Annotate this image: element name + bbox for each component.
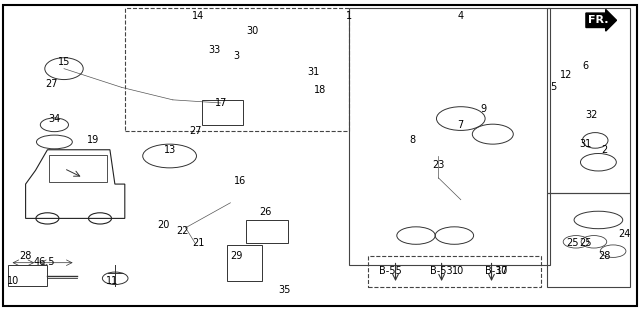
Text: 13: 13 bbox=[163, 145, 176, 155]
Text: 26: 26 bbox=[259, 207, 272, 217]
Text: 18: 18 bbox=[314, 85, 326, 95]
Text: 10: 10 bbox=[451, 266, 464, 276]
Text: 12: 12 bbox=[560, 70, 573, 80]
Text: 8: 8 bbox=[410, 135, 416, 145]
Bar bbox=[202, 100, 243, 125]
Text: 10: 10 bbox=[496, 266, 509, 276]
Text: 30: 30 bbox=[246, 26, 259, 36]
Bar bbox=[227, 245, 262, 281]
Bar bbox=[368, 256, 541, 287]
Bar bbox=[547, 8, 630, 193]
Bar bbox=[547, 193, 630, 287]
Text: 46.5: 46.5 bbox=[34, 257, 56, 267]
Text: 34: 34 bbox=[48, 114, 61, 124]
Text: 1: 1 bbox=[346, 11, 352, 21]
Text: 7: 7 bbox=[458, 120, 464, 130]
Text: B-53: B-53 bbox=[430, 266, 453, 276]
Bar bbox=[349, 8, 550, 265]
Text: 25: 25 bbox=[566, 238, 579, 248]
Text: 5: 5 bbox=[550, 82, 557, 92]
Text: 11: 11 bbox=[106, 276, 118, 286]
Text: 24: 24 bbox=[618, 229, 630, 239]
Text: 29: 29 bbox=[230, 251, 243, 261]
Text: 23: 23 bbox=[432, 160, 445, 170]
Bar bbox=[246, 220, 288, 243]
Bar bbox=[8, 265, 47, 286]
Text: 3: 3 bbox=[234, 51, 240, 61]
Text: FR.: FR. bbox=[588, 15, 609, 25]
Text: B-37: B-37 bbox=[484, 266, 508, 276]
Text: 15: 15 bbox=[58, 57, 70, 67]
Text: 10: 10 bbox=[6, 276, 19, 286]
Text: 20: 20 bbox=[157, 220, 170, 230]
Text: 17: 17 bbox=[214, 98, 227, 108]
Text: 21: 21 bbox=[192, 238, 205, 248]
Text: 31: 31 bbox=[579, 139, 592, 149]
Text: 2: 2 bbox=[602, 145, 608, 155]
Text: 32: 32 bbox=[586, 110, 598, 120]
Text: 27: 27 bbox=[45, 79, 58, 89]
Text: 6: 6 bbox=[582, 61, 589, 71]
Text: 9: 9 bbox=[480, 104, 486, 114]
Text: 22: 22 bbox=[176, 226, 189, 236]
Text: 19: 19 bbox=[86, 135, 99, 145]
Text: 31: 31 bbox=[307, 67, 320, 77]
Text: 28: 28 bbox=[19, 251, 32, 261]
Text: 27: 27 bbox=[189, 126, 202, 136]
Text: 33: 33 bbox=[208, 45, 221, 55]
Text: 16: 16 bbox=[234, 176, 246, 186]
Text: B-55: B-55 bbox=[379, 266, 402, 276]
Text: 35: 35 bbox=[278, 285, 291, 295]
Text: 4: 4 bbox=[458, 11, 464, 21]
Text: 25: 25 bbox=[579, 238, 592, 248]
Text: 14: 14 bbox=[192, 11, 205, 21]
Text: 28: 28 bbox=[598, 251, 611, 261]
Bar bbox=[125, 8, 349, 131]
